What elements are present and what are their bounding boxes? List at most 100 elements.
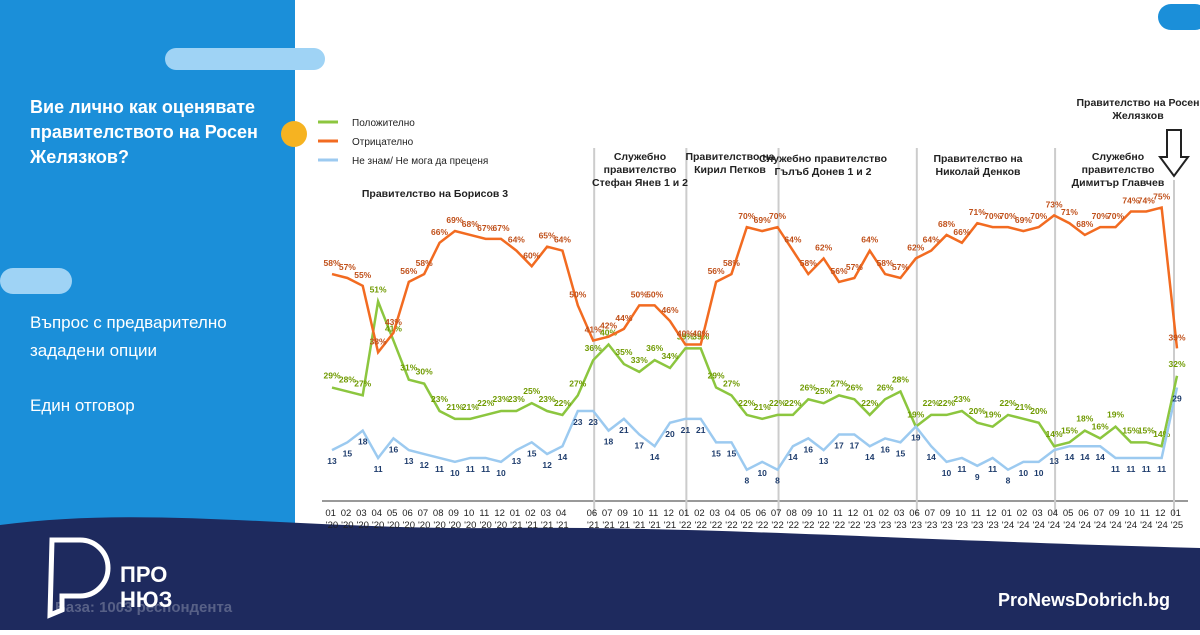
data-label: 60% [523, 250, 540, 260]
data-label: 27% [354, 378, 371, 388]
x-tick-label: 09 '24 [1109, 508, 1122, 531]
data-label: 64% [923, 235, 940, 245]
data-label: 46% [661, 305, 678, 315]
x-tick-label: 11 '23 [971, 508, 984, 531]
data-label: 14 [1065, 452, 1075, 462]
x-tick-label: 11 '21 [648, 508, 661, 531]
data-label: 17 [850, 440, 860, 450]
footer-band [0, 517, 1200, 630]
data-label: 11 [1157, 464, 1166, 474]
data-label: 22% [784, 398, 801, 408]
data-label: 8 [1006, 476, 1011, 486]
data-label: 70% [738, 211, 755, 221]
data-label: 15% [1061, 425, 1078, 435]
data-label: 41% [585, 325, 602, 335]
x-tick-label: 05 '24 [1063, 508, 1076, 531]
x-tick-label: 10 '21 [633, 508, 646, 531]
data-label: 26% [877, 382, 894, 392]
annotation: Служебно [1092, 151, 1144, 163]
data-label: 68% [938, 219, 955, 229]
data-label: 17 [635, 440, 645, 450]
x-tick-label: 07 '20 [418, 508, 431, 531]
data-label: 14 [926, 452, 936, 462]
series-line [331, 296, 1179, 448]
data-label: 14% [1046, 429, 1063, 439]
data-label: 14 [650, 452, 660, 462]
data-label: 70% [1092, 211, 1109, 221]
x-tick-label: 01 '21 [510, 508, 523, 531]
data-label: 20% [969, 406, 986, 416]
data-label: 64% [508, 235, 525, 245]
data-label: 17 [834, 440, 844, 450]
data-label: 56% [830, 266, 847, 276]
data-label: 20 [665, 429, 675, 439]
data-label: 55% [354, 270, 371, 280]
annotation: Стефан Янев 1 и 2 [592, 177, 688, 189]
data-label: 21% [446, 402, 463, 412]
data-label: 23% [492, 394, 509, 404]
annotation: Кирил Петков [694, 164, 766, 176]
data-label: 50% [631, 289, 648, 299]
logo-bottom: НЮЗ [120, 587, 172, 612]
data-label: 62% [815, 242, 832, 252]
data-label: 26% [846, 382, 863, 392]
x-tick-label: 02 '23 [878, 508, 891, 531]
data-label: 26% [800, 382, 817, 392]
x-tick-label: 11 '22 [833, 508, 846, 531]
data-label: 21 [681, 425, 691, 435]
data-label: 23% [508, 394, 525, 404]
x-tick-label: 07 '21 [602, 508, 615, 531]
data-label: 68% [1076, 219, 1093, 229]
x-tick-label: 10 '22 [817, 508, 830, 531]
decor [1158, 4, 1200, 30]
data-label: 51% [370, 284, 387, 294]
data-label: 14% [1153, 429, 1170, 439]
data-label: 12 [542, 460, 552, 470]
data-label: 23% [431, 394, 448, 404]
data-label: 28% [339, 374, 356, 384]
data-label: 28% [892, 374, 909, 384]
data-label: 10 [1019, 468, 1029, 478]
data-label: 15% [1138, 425, 1155, 435]
data-label: 11 [957, 464, 966, 474]
data-label: 69% [754, 215, 771, 225]
series-line [331, 205, 1179, 356]
data-label: 22% [554, 398, 571, 408]
data-label: 18 [604, 437, 614, 447]
x-tick-label: 10 '23 [955, 508, 968, 531]
data-label: 58% [723, 258, 740, 268]
data-label: 44% [615, 313, 632, 323]
data-label: 38% [370, 336, 387, 346]
decor [165, 48, 325, 70]
data-label: 39% [677, 331, 694, 341]
data-label: 22% [999, 398, 1016, 408]
data-label: 40% [600, 328, 617, 338]
x-tick-label: 05 '20 [387, 508, 400, 531]
data-label: 16 [880, 444, 890, 454]
data-label: 8 [744, 476, 749, 486]
data-label: 11 [481, 464, 490, 474]
data-label: 22% [938, 398, 955, 408]
data-label: 42% [600, 321, 617, 331]
data-label: 10 [942, 468, 952, 478]
data-label: 13 [512, 456, 522, 466]
data-label: 70% [984, 211, 1001, 221]
data-label: 62% [907, 242, 924, 252]
data-label: 13 [1049, 456, 1059, 466]
data-label: 18% [1076, 414, 1093, 424]
x-tick-label: 03 '24 [1032, 508, 1045, 531]
data-label: 11 [988, 464, 997, 474]
data-label: 57% [892, 262, 909, 272]
annotation: Правителство на [933, 153, 1022, 165]
data-label: 11 [1111, 464, 1120, 474]
data-label: 11 [374, 464, 383, 474]
data-label: 65% [539, 231, 556, 241]
data-label: 57% [339, 262, 356, 272]
x-tick-label: 09 '20 [448, 508, 461, 531]
data-label: 19 [911, 433, 921, 443]
data-label: 19% [984, 410, 1001, 420]
decor [0, 268, 72, 294]
x-tick-label: 09 '21 [617, 508, 630, 531]
data-label: 50% [569, 289, 586, 299]
data-label: 58% [416, 258, 433, 268]
